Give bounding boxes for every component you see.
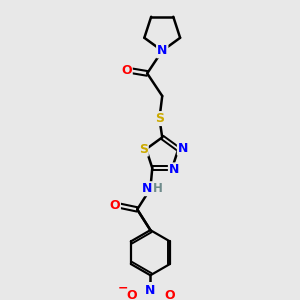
Text: O: O — [121, 64, 132, 77]
Text: H: H — [153, 182, 163, 195]
Text: N: N — [145, 284, 156, 297]
Text: N: N — [157, 44, 167, 57]
Text: N: N — [169, 164, 179, 176]
Text: O: O — [164, 290, 175, 300]
Text: O: O — [109, 199, 120, 212]
Text: −: − — [118, 282, 128, 295]
Text: O: O — [126, 290, 137, 300]
Text: S: S — [139, 142, 148, 156]
Text: S: S — [155, 112, 164, 125]
Text: N: N — [178, 142, 188, 154]
Text: N: N — [141, 182, 152, 195]
